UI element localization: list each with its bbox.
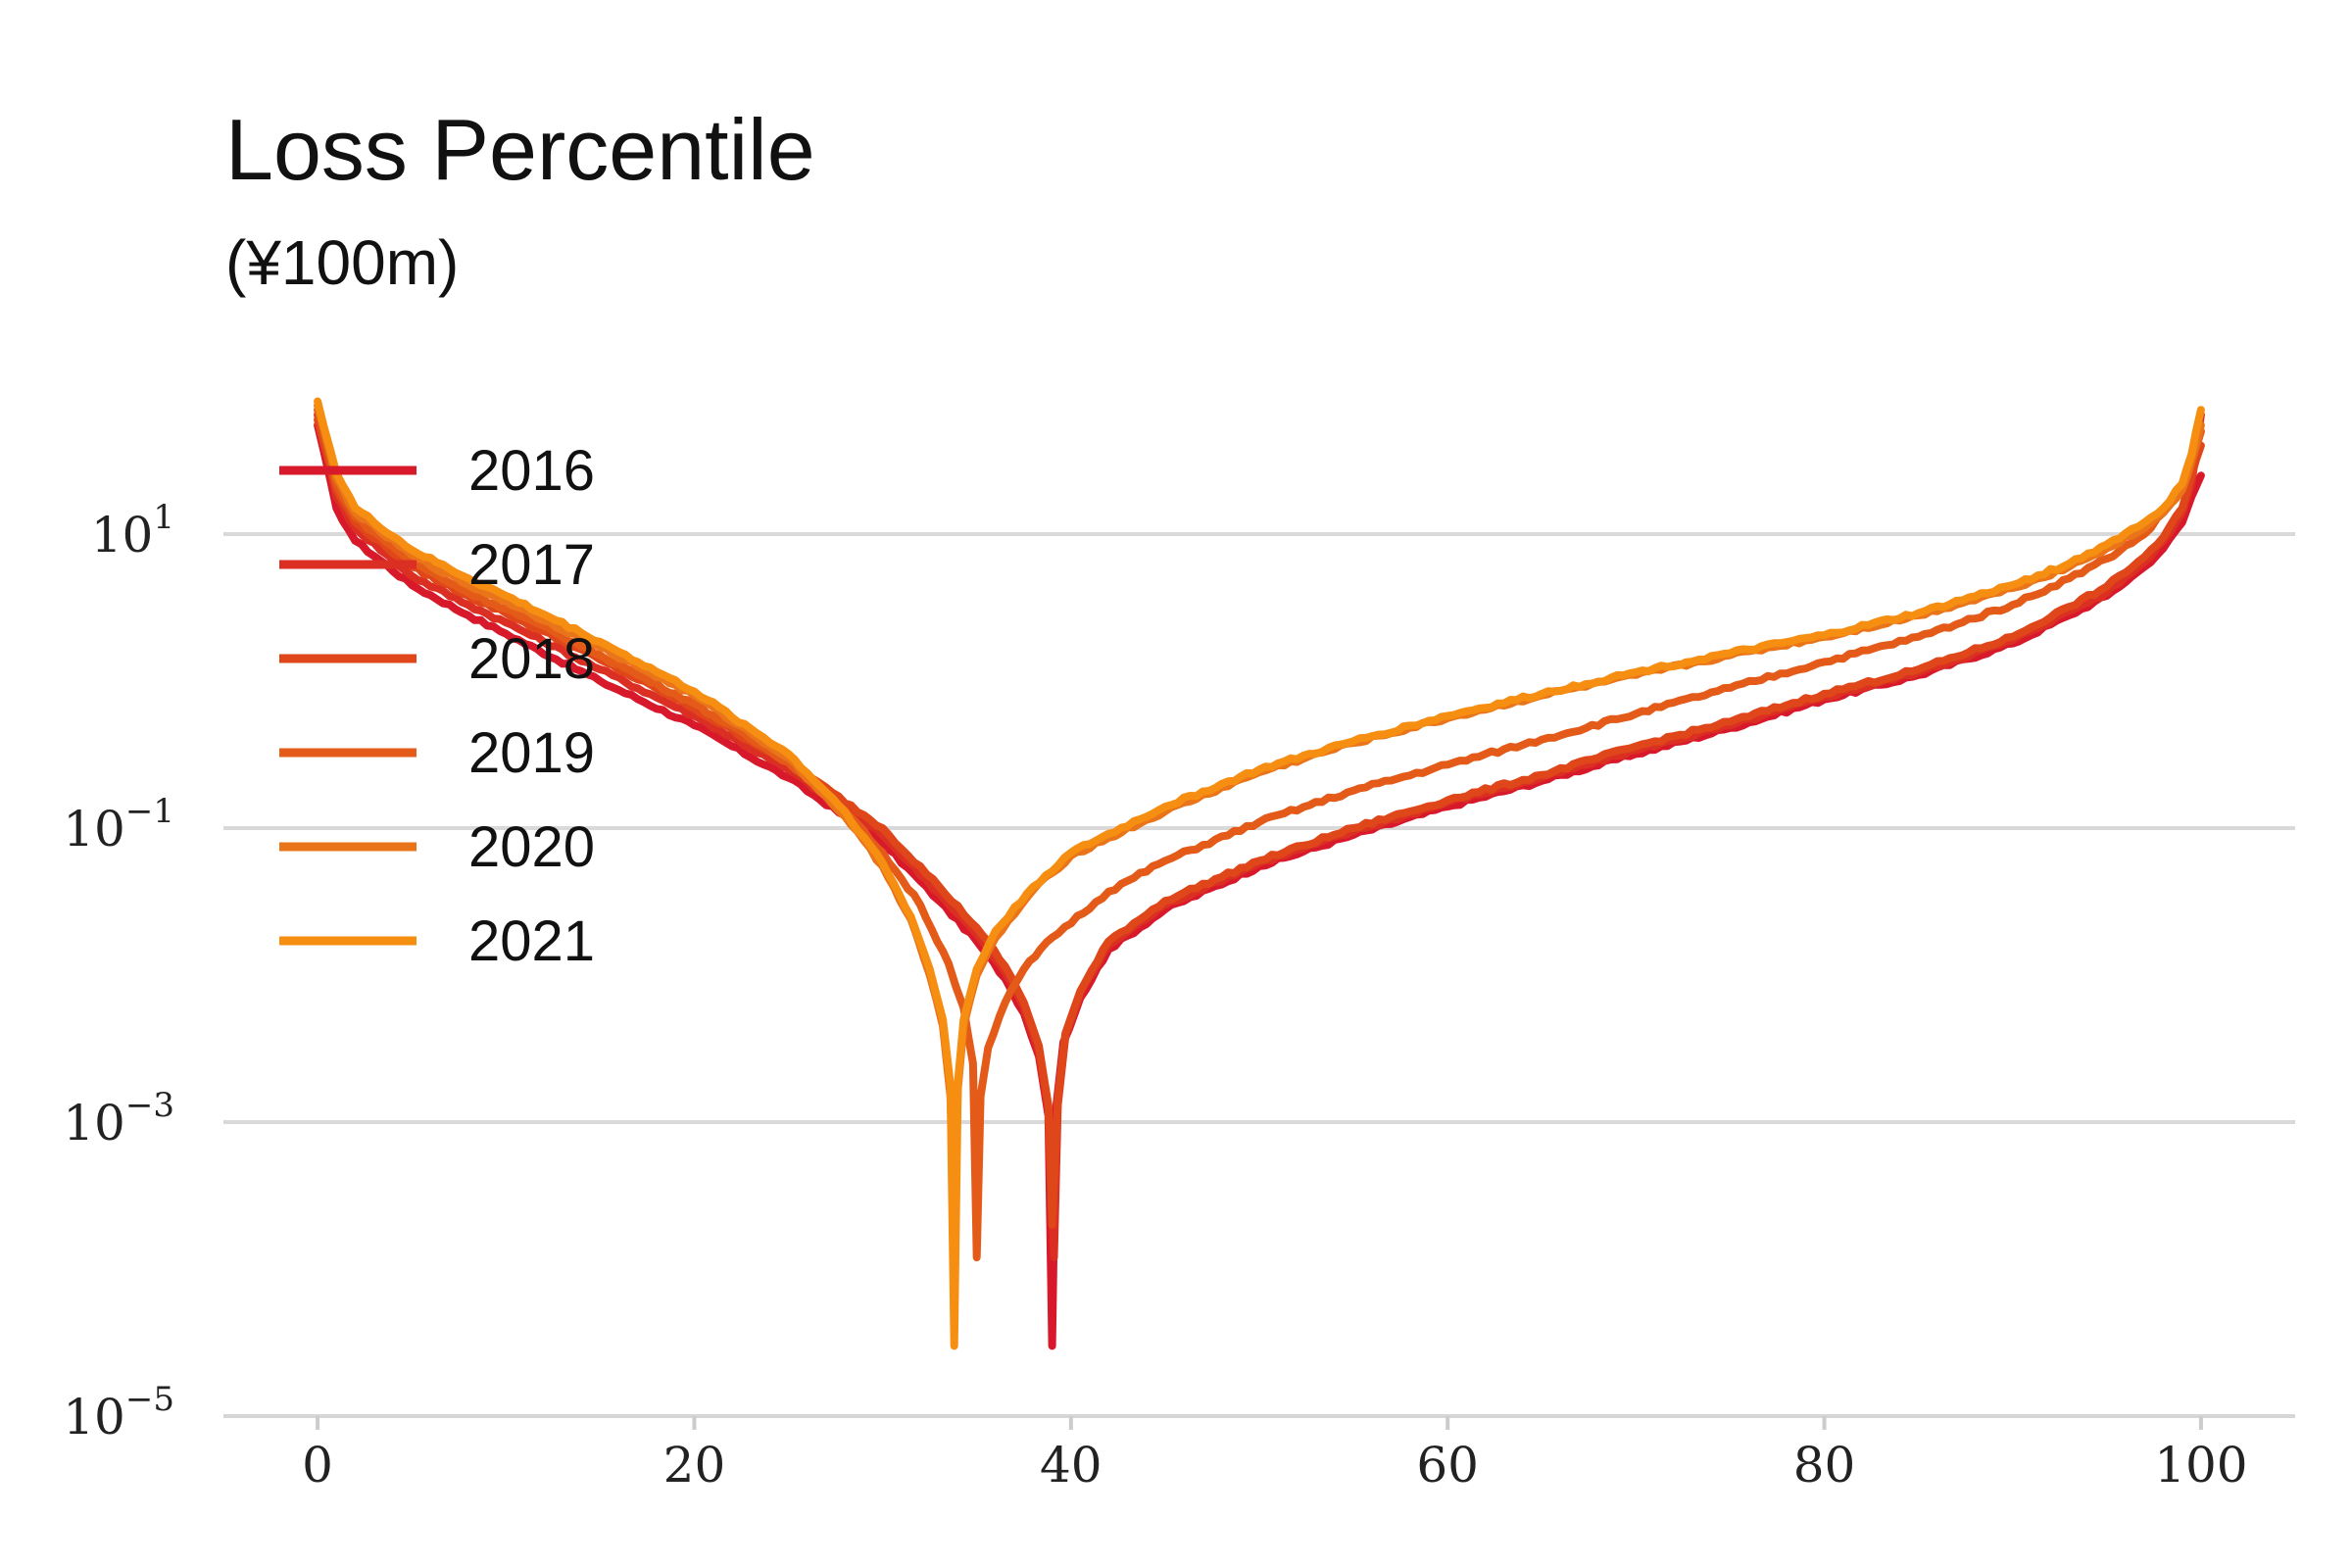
chart-subtitle: (¥100m) [225,227,459,298]
legend-label-2017: 2017 [468,533,595,597]
x-tick-label-0: 0 [302,1437,333,1494]
series-line-2016 [314,420,2205,1350]
series-lines [314,397,2205,1350]
series-line-2018 [314,416,2205,1229]
legend-label-2018: 2018 [468,627,595,691]
x-axis [223,1414,2295,1430]
x-tick-label-5: 100 [2154,1437,2247,1494]
legend-label-2020: 2020 [468,815,595,879]
series-line-2021 [314,397,2205,1350]
y-tick-label-1: 10−1 [63,792,174,858]
y-tick-label-2: 10−3 [63,1086,174,1152]
y-tick-label-0: 101 [91,498,174,564]
x-tick-label-1: 20 [663,1437,726,1494]
x-tick-label-2: 40 [1040,1437,1102,1494]
x-tick-label-3: 60 [1416,1437,1479,1494]
series-line-2020 [314,401,2205,1229]
series-line-2019 [314,406,2205,1262]
legend: 2016 2017 2018 2019 2020 2021 [279,439,595,973]
legend-label-2019: 2019 [468,721,595,785]
y-axis-tick-labels: 101 10−1 10−3 10−5 [63,498,174,1446]
legend-label-2021: 2021 [468,909,595,973]
legend-label-2016: 2016 [468,439,595,503]
x-axis-tick-labels: 0 20 40 60 80 100 [302,1437,2247,1494]
x-tick-label-4: 80 [1793,1437,1856,1494]
y-tick-label-3: 10−5 [63,1380,174,1446]
chart-title: Loss Percentile [225,101,815,198]
series-line-2017 [314,411,2205,1262]
